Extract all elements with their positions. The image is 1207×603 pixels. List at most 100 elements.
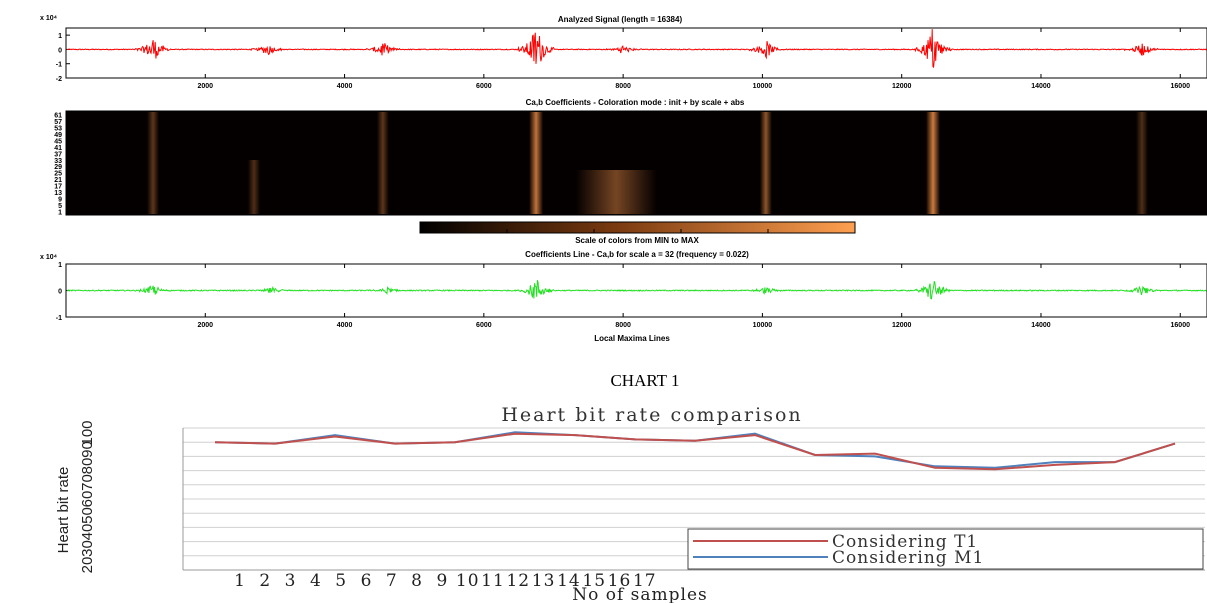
heatmap-band [147,112,160,214]
y-tick-label: 1 [58,33,62,40]
x-tick-label: 2000 [197,322,213,329]
heart-rate-x-tick: 13 [532,571,556,591]
coefficient-line-trace [67,280,1207,300]
x-tick-label: 4000 [337,83,353,90]
analyzed-signal-exponent: x 10⁴ [40,15,58,22]
heatmap-y-tick: 17 [54,184,62,191]
colorbar [419,221,856,234]
coefficients-panel: Ca,b Coefficients - Coloration mode : in… [54,98,1207,245]
y-tick-label: 0 [58,47,62,54]
heart-rate-legend: Considering T1 Considering M1 [687,528,1204,570]
y-tick-label: 1 [58,262,62,269]
heatmap-y-tick: 53 [54,125,62,132]
heart-rate-x-tick: 10 [456,571,480,591]
x-tick-label: 14000 [1031,83,1051,90]
heatmap-band [759,112,772,214]
heart-rate-x-tick: 8 [411,571,423,591]
heart-rate-x-tick: 17 [633,571,657,591]
x-tick-label: 16000 [1171,322,1191,329]
coefficient-line-y-ticks: 1 0 -1 [56,262,70,322]
heart-rate-x-tick: 12 [506,571,530,591]
heart-rate-x-tick: 4 [310,571,322,591]
heatmap-band [1135,112,1148,214]
heatmap-y-tick: 37 [54,151,62,158]
series-line [214,432,1176,471]
x-tick-label: 10000 [753,322,773,329]
heart-rate-y-tick: 80 [79,458,96,475]
heatmap-y-tick: 1 [58,210,62,217]
heart-rate-x-tick: 16 [608,571,632,591]
heatmap-band [376,112,389,214]
heart-rate-y-tick: 30 [79,540,96,557]
heatmap-y-tick: 25 [54,171,62,178]
heart-rate-x-tick: 6 [361,571,373,591]
heart-rate-x-tick: 1 [234,571,246,591]
y-tick-label: -1 [56,62,62,69]
x-tick-label: 8000 [615,83,631,90]
heatmap-y-tick: 9 [58,197,62,204]
y-tick-label: -1 [56,315,62,322]
colorbar-ticks [506,229,769,233]
heart-rate-y-tick: 50 [79,507,96,524]
heart-rate-title: Heart bit rate comparison [501,404,802,426]
legend-box [687,528,1204,570]
heart-rate-y-tick: 40 [79,524,96,541]
x-tick-label: 4000 [337,322,353,329]
legend-label-m1: Considering M1 [832,548,984,568]
x-tick-label: 6000 [476,322,492,329]
heatmap-y-tick: 49 [54,132,62,139]
heart-rate-x-tick: 9 [436,571,448,591]
heart-rate-x-tick: 7 [386,571,398,591]
y-tick-label: 0 [58,289,62,296]
analyzed-signal-panel: Analyzed Signal (length = 16384) x 10⁴ 1… [40,15,1207,90]
heart-rate-chart: CHART 1 Heart bit rate comparison 203040… [55,371,1205,603]
coefficient-line-x-ticks: 2000 4000 6000 8000 10000 12000 14000 16000 [197,264,1190,329]
heatmap-y-tick: 33 [54,158,62,165]
coefficients-title: Ca,b Coefficients - Coloration mode : in… [526,98,745,107]
x-tick-label: 10000 [753,83,773,90]
heatmap-band [576,170,657,214]
chart-caption: CHART 1 [610,371,679,390]
y-tick-label: -2 [56,76,62,83]
heart-rate-series [214,431,1176,471]
analyzed-signal-title: Analyzed Signal (length = 16384) [558,15,683,24]
x-tick-label: 6000 [476,83,492,90]
heart-rate-y-tick: 20 [79,557,96,574]
x-tick-label: 8000 [615,322,631,329]
heatmap-y-tick: 5 [58,203,62,210]
heart-rate-x-tick: 3 [285,571,297,591]
heart-rate-y-tick: 60 [79,491,96,508]
analyzed-signal-x-ticks: 2000 4000 6000 8000 10000 12000 14000 16000 [197,28,1190,90]
coefficient-line-xlabel: Local Maxima Lines [594,334,670,343]
heatmap-band [248,160,261,214]
heatmap-y-tick: 29 [54,164,62,171]
heatmap-band [529,112,544,214]
heart-rate-ylabel: Heart bit rate [55,467,72,554]
analyzed-signal-line [66,29,1207,69]
heatmap-y-tick: 57 [54,119,62,126]
coefficient-line-exponent: x 10⁴ [40,254,58,261]
coefficient-line-title: Coefficients Line - Ca,b for scale a = 3… [525,250,749,259]
x-tick-label: 16000 [1171,83,1191,90]
heart-rate-x-tick: 15 [582,571,606,591]
heatmap-y-tick: 45 [54,138,62,145]
heart-rate-y-tick: 90 [79,441,96,458]
heatmap-band [926,112,941,214]
heart-rate-x-tick: 5 [335,571,347,591]
coefficients-bands [147,112,1148,214]
coefficient-line-panel: Coefficients Line - Ca,b for scale a = 3… [40,250,1207,343]
heatmap-y-tick: 61 [54,113,62,120]
heatmap-y-tick: 13 [54,190,62,197]
colorbar-label: Scale of colors from MIN to MAX [575,236,699,245]
analyzed-signal-axes [65,27,1207,79]
heart-rate-x-tick: 11 [481,571,505,591]
series-line [214,431,1176,469]
heatmap-y-tick: 21 [54,177,62,184]
heart-rate-y-tick: 70 [79,474,96,491]
heart-rate-x-tick: 2 [259,571,271,591]
legend-label-t1: Considering T1 [832,532,978,552]
heart-rate-x-tick: 14 [557,571,581,591]
